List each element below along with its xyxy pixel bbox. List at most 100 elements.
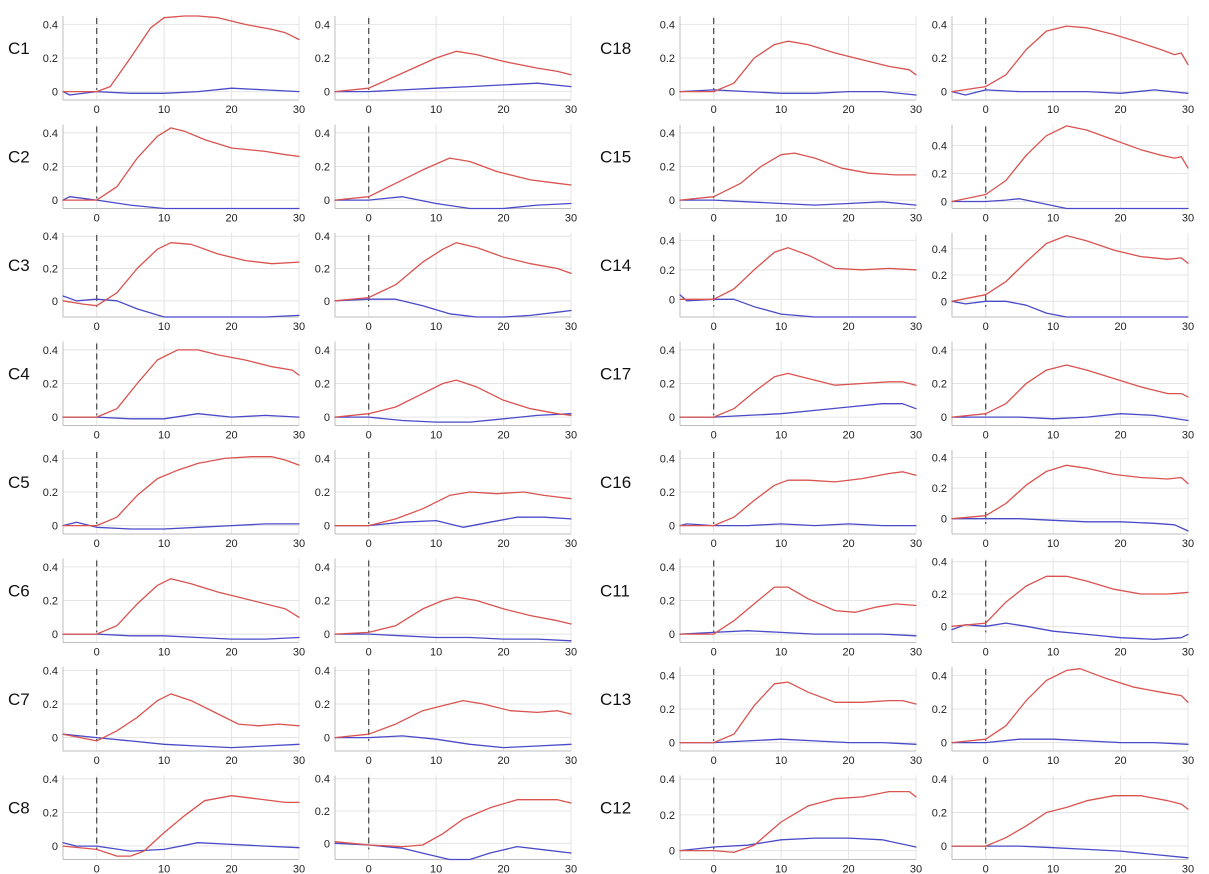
x-tick-label: 10: [430, 213, 442, 225]
y-tick-label: 0: [324, 87, 330, 99]
x-tick-label: 20: [842, 864, 854, 874]
x-tick-label: 30: [293, 864, 305, 874]
y-tick-label: 0.4: [43, 453, 58, 465]
series-line-blue: [679, 294, 917, 318]
y-tick-label: 0: [52, 87, 58, 99]
panel-c7-2: 0 10 20 30 0 0.2 0.4: [315, 665, 577, 767]
y-tick-label: 0: [52, 629, 58, 641]
x-tick-label: 30: [910, 538, 922, 550]
x-tick-label: 30: [1182, 647, 1194, 659]
series-line-blue: [334, 413, 572, 423]
series-line-blue: [62, 633, 300, 640]
y-tick-label: 0.4: [660, 453, 675, 465]
row-label-c7: C7: [8, 690, 30, 709]
y-tick-label: 0: [324, 838, 330, 850]
series-line-blue: [62, 733, 300, 749]
series-line-blue: [334, 298, 572, 318]
row-label-c1: C1: [8, 39, 30, 58]
x-tick-label: 10: [430, 647, 442, 659]
x-tick-label: 10: [1047, 104, 1059, 116]
y-tick-label: 0.2: [932, 704, 947, 716]
x-tick-label: 0: [94, 864, 100, 874]
y-tick-label: 0.2: [932, 169, 947, 181]
x-tick-label: 10: [1047, 864, 1059, 874]
y-tick-label: 0.4: [315, 453, 330, 465]
x-tick-label: 20: [225, 864, 237, 874]
y-tick-label: 0.2: [932, 483, 947, 495]
x-tick-label: 0: [983, 321, 989, 333]
x-tick-label: 10: [430, 864, 442, 874]
y-tick-label: 0.4: [932, 244, 947, 256]
x-tick-label: 10: [775, 755, 787, 767]
panel-c8-1: 0 10 20 30 0 0.2 0.4: [43, 774, 305, 874]
x-tick-label: 10: [158, 321, 170, 333]
x-tick-label: 20: [842, 755, 854, 767]
x-tick-label: 10: [1047, 321, 1059, 333]
series-line-red: [62, 15, 300, 93]
row-label-c12: C12: [600, 798, 631, 817]
x-tick-label: 0: [94, 213, 100, 225]
x-tick-label: 10: [775, 213, 787, 225]
panel-c16-2: 0 10 20 30 0 0.2 0.4: [932, 450, 1194, 550]
y-tick-label: 0: [941, 412, 947, 424]
y-tick-label: 0.4: [315, 19, 330, 31]
x-tick-label: 0: [366, 321, 372, 333]
y-tick-label: 0.2: [315, 162, 330, 174]
x-tick-label: 10: [158, 864, 170, 874]
x-tick-label: 20: [497, 647, 509, 659]
series-line-blue: [62, 196, 300, 210]
row-label-c5: C5: [8, 473, 30, 492]
row-label-c13: C13: [600, 690, 631, 709]
row-label-c14: C14: [600, 256, 631, 275]
x-tick-label: 30: [565, 104, 577, 116]
x-tick-label: 30: [565, 755, 577, 767]
y-tick-label: 0.4: [43, 231, 58, 243]
y-tick-label: 0.2: [315, 264, 330, 276]
panel-c13-2: 0 10 20 30 0 0.2 0.4: [932, 667, 1194, 767]
x-tick-label: 20: [497, 755, 509, 767]
x-tick-label: 0: [711, 321, 717, 333]
y-tick-label: 0.4: [315, 562, 330, 574]
panel-c11-2: 0 10 20 30 0 0.2 0.4: [932, 557, 1194, 659]
y-tick-label: 0: [669, 87, 675, 99]
x-tick-label: 20: [225, 104, 237, 116]
x-tick-label: 30: [293, 321, 305, 333]
y-tick-label: 0.2: [932, 270, 947, 282]
x-tick-label: 30: [565, 321, 577, 333]
x-tick-label: 20: [842, 430, 854, 442]
x-tick-label: 20: [1114, 104, 1126, 116]
x-tick-label: 30: [1182, 321, 1194, 333]
x-tick-label: 30: [910, 755, 922, 767]
series-line-red: [679, 152, 917, 201]
panel-c12-2: 0 10 20 30 0 0.2 0.4: [932, 774, 1194, 874]
panel-c18-1: 0 10 20 30 0 0.2 0.4: [660, 16, 922, 116]
panel-c13-1: 0 10 20 30 0 0.2 0.4: [660, 667, 922, 767]
x-tick-label: 0: [983, 538, 989, 550]
y-tick-label: 0.4: [660, 235, 675, 247]
y-tick-label: 0: [941, 738, 947, 750]
y-tick-label: 0.4: [315, 128, 330, 140]
series-line-red: [679, 471, 917, 527]
series-line-red: [334, 50, 572, 93]
x-tick-label: 0: [983, 647, 989, 659]
x-tick-label: 10: [158, 538, 170, 550]
y-tick-label: 0: [669, 846, 675, 858]
series-line-blue: [679, 738, 917, 745]
panel-c17-2: 0 10 20 30 0 0.2 0.4: [932, 341, 1194, 442]
y-tick-label: 0: [669, 195, 675, 207]
y-tick-label: 0: [941, 87, 947, 99]
series-line-blue: [951, 845, 1189, 859]
series-line-red: [62, 349, 300, 418]
panel-c6-2: 0 10 20 30 0 0.2 0.4: [315, 558, 577, 659]
y-tick-label: 0.2: [660, 265, 675, 277]
y-tick-label: 0.2: [315, 379, 330, 391]
x-tick-label: 20: [225, 755, 237, 767]
series-line-red: [951, 668, 1189, 744]
x-tick-label: 0: [366, 864, 372, 874]
panel-c4-2: 0 10 20 30 0 0.2 0.4: [315, 341, 577, 442]
x-tick-label: 10: [158, 213, 170, 225]
x-tick-label: 0: [366, 647, 372, 659]
y-tick-label: 0.4: [43, 562, 58, 574]
x-tick-label: 30: [293, 104, 305, 116]
x-tick-label: 0: [366, 538, 372, 550]
